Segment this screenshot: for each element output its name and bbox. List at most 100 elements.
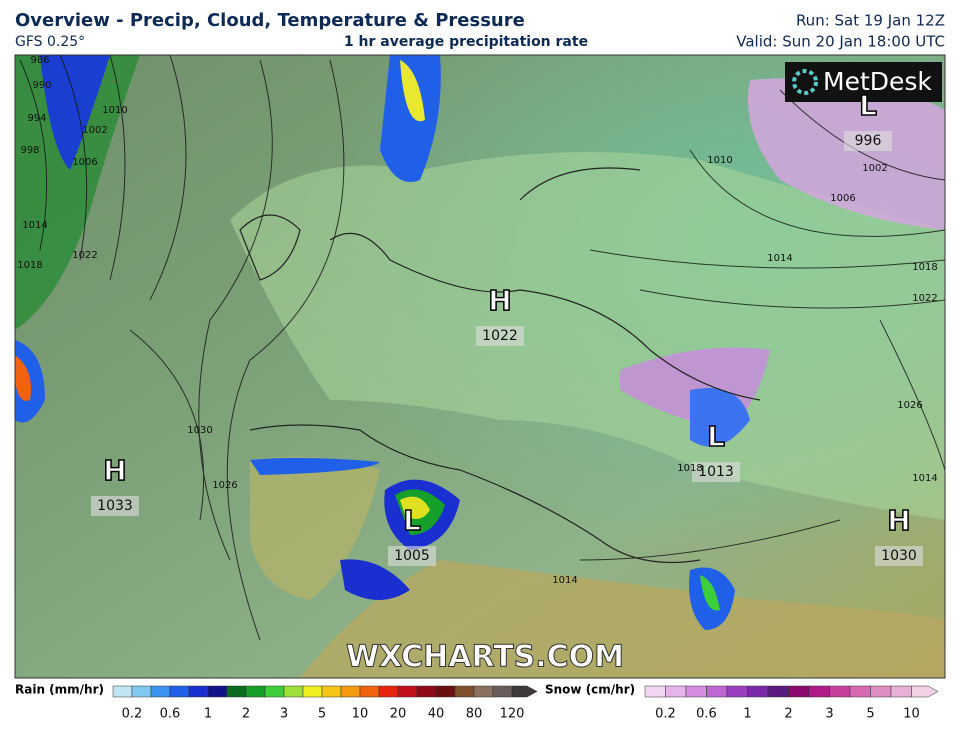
rain-legend-tick: 3 bbox=[280, 707, 288, 722]
rain-legend-box bbox=[473, 685, 494, 698]
pressure-value: 996 bbox=[855, 133, 882, 149]
rain-legend-box bbox=[245, 685, 266, 698]
snow-legend-box bbox=[890, 685, 912, 698]
snow-legend-tick: 5 bbox=[866, 707, 874, 722]
snow-legend-label: Snow (cm/hr) bbox=[545, 683, 635, 697]
snow-legend-arrow bbox=[911, 685, 939, 698]
pressure-centre-letter: H bbox=[887, 504, 910, 537]
rain-legend-box bbox=[207, 685, 228, 698]
isobar-label: 986 bbox=[30, 55, 49, 66]
title: Overview - Precip, Cloud, Temperature & … bbox=[15, 10, 525, 31]
rain-legend-label: Rain (mm/hr) bbox=[15, 683, 104, 697]
isobar-label: 1022 bbox=[72, 250, 97, 261]
snow-legend-box bbox=[747, 685, 769, 698]
pressure-value-box bbox=[875, 546, 923, 566]
rain-legend-box bbox=[302, 685, 323, 698]
isobar-label: 1018 bbox=[17, 260, 42, 271]
rain-legend-box bbox=[169, 685, 190, 698]
subtitle: 1 hr average precipitation rate bbox=[344, 34, 588, 50]
pressure-centre-letter: H bbox=[103, 454, 126, 487]
pressure-centre-letter: H bbox=[488, 284, 511, 317]
snow-legend-tick: 3 bbox=[825, 707, 833, 722]
snow-legend-tick: 1 bbox=[743, 707, 751, 722]
rain-legend-box bbox=[226, 685, 247, 698]
rain-legend-tick: 0.6 bbox=[160, 707, 181, 722]
isobar-label: 1006 bbox=[830, 193, 855, 204]
map-border bbox=[14, 54, 946, 679]
rain-legend-tick: 80 bbox=[466, 707, 483, 722]
isobar-label: 1018 bbox=[677, 463, 702, 474]
pressure-value-box bbox=[476, 326, 524, 346]
rain-legend-box bbox=[340, 685, 361, 698]
isobar-label: 1030 bbox=[187, 425, 212, 436]
rain-legend-tick: 5 bbox=[318, 707, 326, 722]
pressure-value-box bbox=[91, 496, 139, 516]
map bbox=[15, 55, 945, 678]
snow-legend-box bbox=[644, 685, 666, 698]
isobar-label: 1002 bbox=[82, 125, 107, 136]
logo-box bbox=[785, 62, 942, 102]
run-time: Run: Sat 19 Jan 12Z bbox=[796, 12, 945, 30]
rain-legend-tick: 20 bbox=[390, 707, 407, 722]
rain-legend-box bbox=[359, 685, 380, 698]
rain-legend-box bbox=[283, 685, 304, 698]
snow-legend-box bbox=[870, 685, 892, 698]
rain-legend-box bbox=[435, 685, 456, 698]
isobar-label: 1022 bbox=[912, 293, 937, 304]
isobar-label: 1026 bbox=[897, 400, 922, 411]
rain-legend-box bbox=[112, 685, 133, 698]
model: GFS 0.25° bbox=[15, 34, 85, 50]
isobar-label: 1010 bbox=[102, 105, 127, 116]
pressure-value: 1013 bbox=[698, 464, 734, 480]
snow-legend-tick: 0.6 bbox=[696, 707, 717, 722]
isobar-label: 1014 bbox=[767, 253, 792, 264]
rain-legend-box bbox=[264, 685, 285, 698]
snow-legend-box bbox=[665, 685, 687, 698]
snow-legend-box bbox=[849, 685, 871, 698]
rain-legend-box bbox=[492, 685, 513, 698]
isobar-label: 1014 bbox=[552, 575, 577, 586]
pressure-value: 1030 bbox=[881, 548, 917, 564]
snow-legend-box bbox=[788, 685, 810, 698]
isobar-label: 994 bbox=[27, 113, 46, 124]
snow-legend-box bbox=[685, 685, 707, 698]
rain-legend-tick: 120 bbox=[500, 707, 525, 722]
isobar-label: 1014 bbox=[912, 473, 937, 484]
rain-legend-arrow bbox=[511, 685, 538, 698]
snow-legend-tick: 2 bbox=[784, 707, 792, 722]
rain-legend-box bbox=[150, 685, 171, 698]
pressure-centre-letter: L bbox=[403, 504, 421, 537]
snow-legend-box bbox=[808, 685, 830, 698]
snow-legend-tick: 10 bbox=[903, 707, 920, 722]
logo-icon bbox=[792, 69, 818, 95]
isobar-label: 998 bbox=[20, 145, 39, 156]
isobar-label: 1006 bbox=[72, 157, 97, 168]
pressure-centre-letter: L bbox=[707, 420, 725, 453]
rain-legend-box bbox=[378, 685, 399, 698]
isobar-label: 1010 bbox=[707, 155, 732, 166]
rain-legend-tick: 0.2 bbox=[122, 707, 143, 722]
snow-legend-box bbox=[706, 685, 728, 698]
snow-legend-box bbox=[767, 685, 789, 698]
isobar-label: 1002 bbox=[862, 163, 887, 174]
isobar-label: 1018 bbox=[912, 262, 937, 273]
rain-legend-box bbox=[131, 685, 152, 698]
rain-legend-box bbox=[188, 685, 209, 698]
rain-legend-box bbox=[321, 685, 342, 698]
watermark: WXCHARTS.COM bbox=[346, 640, 624, 675]
pressure-value-box bbox=[388, 546, 436, 566]
pressure-value: 1005 bbox=[394, 548, 430, 564]
isobar-label: 990 bbox=[32, 80, 51, 91]
snow-legend-box bbox=[726, 685, 748, 698]
logo: MetDesk bbox=[823, 67, 932, 96]
rain-legend-tick: 1 bbox=[204, 707, 212, 722]
rain-legend-box bbox=[397, 685, 418, 698]
rain-legend-box bbox=[454, 685, 475, 698]
isobar-label: 1014 bbox=[22, 220, 47, 231]
rain-legend-tick: 10 bbox=[352, 707, 369, 722]
rain-legend-box bbox=[416, 685, 437, 698]
valid-time: Valid: Sun 20 Jan 18:00 UTC bbox=[736, 33, 945, 51]
rain-legend-tick: 2 bbox=[242, 707, 250, 722]
